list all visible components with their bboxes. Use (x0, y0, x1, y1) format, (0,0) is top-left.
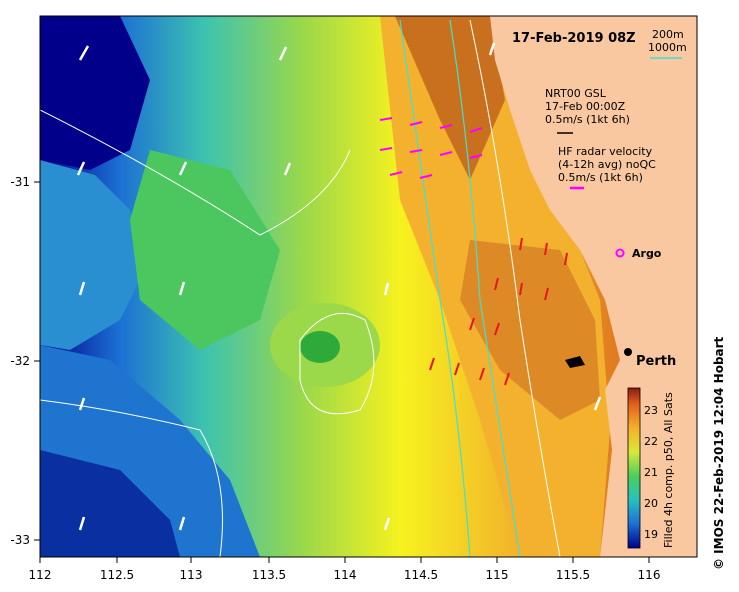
sst-field (40, 16, 697, 557)
y-tick--31: -31 (10, 175, 30, 189)
colorbar: 23 22 21 20 19 Filled 4h comp. p50, All … (627, 387, 675, 549)
colorbar-tick-21: 21 (644, 466, 658, 479)
x-axis-labels: 112 112.5 113 113.5 114 114.5 115 115.5 … (29, 568, 661, 582)
x-tick-115: 115 (486, 568, 509, 582)
perth-marker-icon (624, 348, 632, 356)
x-tick-114.5: 114.5 (404, 568, 438, 582)
hf-line2: (4-12h avg) noQC (558, 158, 656, 171)
y-tick--32: -32 (10, 354, 30, 368)
colorbar-tick-23: 23 (644, 404, 658, 417)
colorbar-tick-19: 19 (644, 528, 658, 541)
x-tick-115.5: 115.5 (556, 568, 590, 582)
x-tick-116: 116 (638, 568, 661, 582)
credit-text: © IMOS 22-Feb-2019 12:04 Hobart (712, 336, 726, 570)
plot-frame (39, 15, 698, 558)
y-tick--33: -33 (10, 533, 30, 547)
colorbar-tick-20: 20 (644, 497, 658, 510)
colorbar-label: Filled 4h comp. p50, All Sats (662, 392, 675, 548)
depth-1000-label: 1000m (648, 41, 687, 54)
depth-200-label: 200m (652, 28, 684, 41)
city-label: Perth (636, 354, 676, 369)
gsl-line3: 0.5m/s (1kt 6h) (545, 113, 630, 126)
gsl-line1: NRT00 GSL (545, 87, 607, 100)
gsl-line2: 17-Feb 00:00Z (545, 100, 626, 113)
x-tick-113.5: 113.5 (252, 568, 286, 582)
x-tick-112.5: 112.5 (100, 568, 134, 582)
argo-label: Argo (632, 247, 662, 260)
colorbar-tick-22: 22 (644, 435, 658, 448)
date-title: 17-Feb-2019 08Z (512, 31, 636, 46)
x-tick-113: 113 (180, 568, 203, 582)
hf-line3: 0.5m/s (1kt 6h) (558, 171, 643, 184)
x-tick-112: 112 (29, 568, 52, 582)
hf-line1: HF radar velocity (558, 145, 653, 158)
y-axis-labels: -31 -32 -33 (10, 175, 30, 547)
x-tick-114: 114 (334, 568, 357, 582)
argo-icon (615, 248, 625, 258)
axis-ticks (34, 181, 650, 563)
